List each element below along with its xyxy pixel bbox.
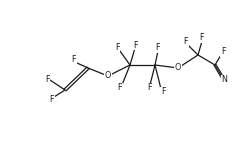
- Text: F: F: [200, 33, 204, 42]
- Text: F: F: [45, 75, 49, 85]
- Text: F: F: [118, 84, 122, 93]
- Text: N: N: [221, 75, 227, 85]
- Text: F: F: [72, 55, 76, 65]
- Text: F: F: [221, 47, 225, 57]
- Text: F: F: [161, 87, 165, 97]
- Text: F: F: [115, 44, 119, 53]
- Text: F: F: [50, 95, 54, 105]
- Text: F: F: [184, 38, 188, 46]
- Text: F: F: [156, 44, 160, 53]
- Text: O: O: [175, 64, 181, 73]
- Text: O: O: [105, 72, 111, 80]
- Text: F: F: [148, 84, 152, 93]
- Text: F: F: [133, 40, 137, 49]
